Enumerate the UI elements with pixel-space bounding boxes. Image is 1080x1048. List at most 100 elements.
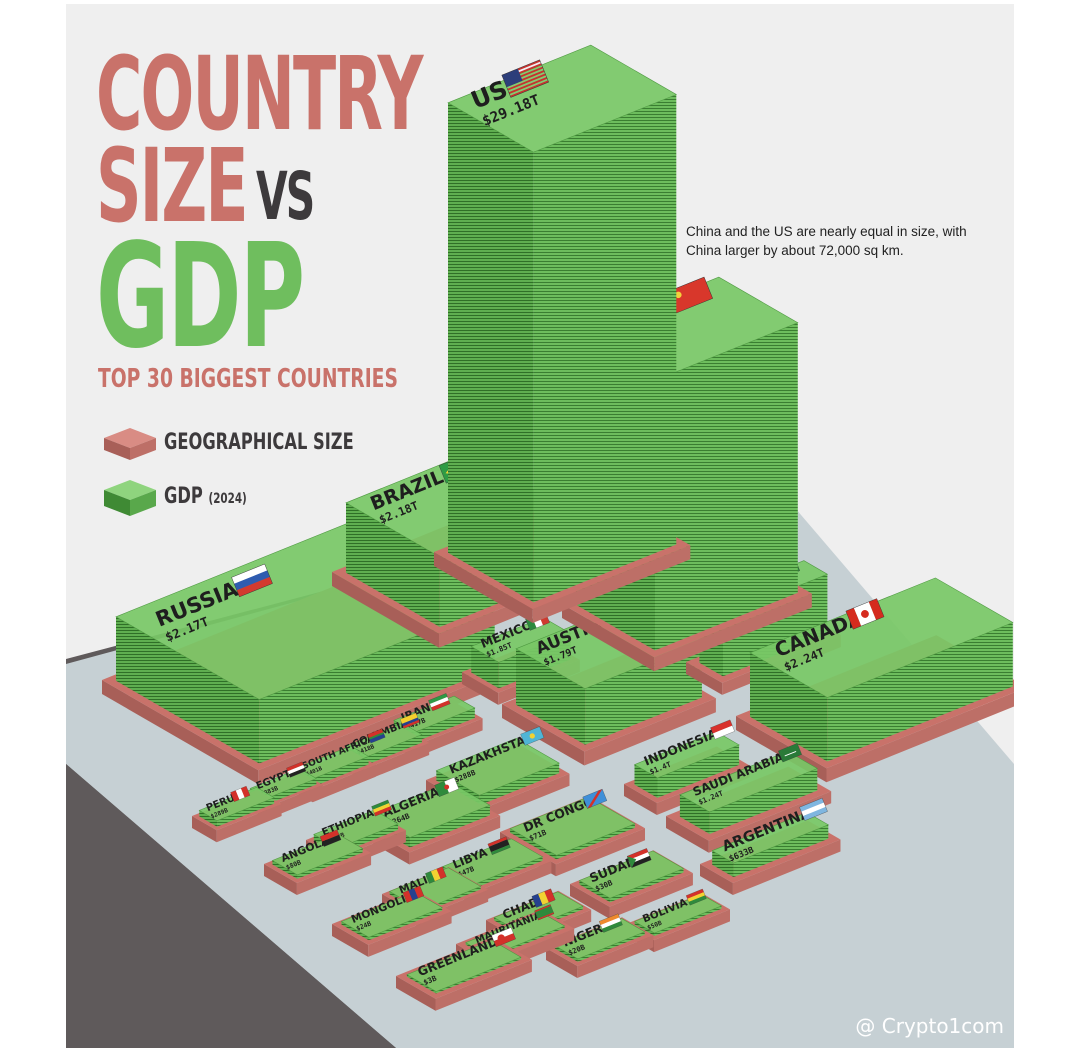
flag-mn-icon <box>402 885 425 903</box>
gdp-prism-side-indonesia <box>634 764 658 798</box>
size-base-side-indonesia <box>624 784 657 815</box>
gdp-prism-front-south-africa <box>313 756 369 787</box>
gdp-prism-side-us <box>448 102 534 603</box>
gdp-prism-front-libya <box>474 856 543 889</box>
size-base-side-russia <box>102 680 259 785</box>
legend-gdp-text: GDP <box>164 484 203 509</box>
gdp-prism-top-indonesia <box>633 731 740 779</box>
subtitle: TOP 30 BIGGEST COUNTRIES <box>98 364 398 394</box>
gdp-prism-front-bolivia <box>654 905 722 936</box>
country-block-us: US$29.18T <box>434 44 691 623</box>
gdp-prism-side-angola <box>272 860 298 879</box>
gdp-prism-front-columbia <box>364 734 422 766</box>
flag-ru-icon <box>231 563 273 598</box>
size-base-side-us <box>434 552 533 623</box>
gdp-prism-front-algeria <box>410 805 490 848</box>
flag-ca-icon <box>845 598 885 630</box>
flag-et-icon <box>371 799 392 817</box>
size-base-side-mexico <box>462 672 499 705</box>
size-base-front-argentina <box>732 839 841 895</box>
flag-ly-icon <box>487 836 511 855</box>
gdp-prism-side-brazil <box>346 502 440 627</box>
size-base-side-greenland <box>396 976 436 1011</box>
flag-sa-icon <box>778 743 802 763</box>
gdp-prism-top-bolivia <box>633 894 723 934</box>
size-base-front-sudan <box>609 873 693 919</box>
size-base-front-columbia <box>364 743 430 782</box>
legend-gdp-note: (2024) <box>208 491 247 507</box>
gdp-prism-top-sudan <box>578 850 685 899</box>
flag-cd-icon <box>582 788 608 809</box>
country-blocks: RUSSIA$2.17TBRAZIL$2.18TMEXICO$1.85TAUST… <box>102 44 1014 1011</box>
size-base-front-saudi-arabia <box>708 791 832 853</box>
size-base-side-mongolia <box>332 924 369 957</box>
size-base-front-canada <box>826 692 1014 783</box>
size-base-side-india <box>686 662 723 695</box>
size-base-side-peru <box>192 816 217 843</box>
flag-ne-icon <box>598 913 623 933</box>
size-base-front-angola <box>296 853 372 895</box>
flag-id-icon <box>710 719 735 740</box>
country-block-argentina: ARGENTINA$633B <box>700 797 841 895</box>
gdp-prism-front-mongolia <box>368 907 443 941</box>
size-base-side-angola <box>264 864 297 895</box>
annotation-china-us: China and the US are nearly equal in siz… <box>686 224 967 258</box>
gdp-prism-side-mongolia <box>341 921 369 941</box>
gdp-prism-front-argentina <box>733 824 829 878</box>
gdp-prism-front-kazakhstan <box>479 763 560 806</box>
legend-label-gdp: GDP (2024) <box>164 484 247 509</box>
country-block-angola: ANGOLA$80B <box>264 829 372 895</box>
gdp-prism-top-us <box>447 44 677 153</box>
flag-gl-icon <box>491 927 516 948</box>
size-base-front-niger <box>577 935 654 978</box>
flag-td-icon <box>531 888 556 908</box>
flag-ar-icon <box>799 797 828 821</box>
size-base-side-argentina <box>700 864 733 895</box>
country-block-saudi-arabia: SAUDI ARABIA$1.24T <box>666 743 832 853</box>
legend-item-gdp: GDP (2024) <box>102 476 362 520</box>
gdp-prism-top-mongolia <box>340 891 443 938</box>
gdp-prism-front-china <box>655 322 798 651</box>
infographic-poster: COUNTRY SIZE VS GDP TOP 30 BIGGEST COUNT… <box>66 4 1014 1048</box>
chart-canvas: RUSSIA$2.17TBRAZIL$2.18TMEXICO$1.85TAUST… <box>66 44 1014 1048</box>
size-base-side-niger <box>546 948 578 978</box>
size-base-front-kazakhstan <box>478 773 570 823</box>
gdp-prism-front-greenland <box>436 957 521 994</box>
size-base-side-china <box>562 604 655 672</box>
country-block-bolivia: BOLIVIA$50B <box>626 888 730 953</box>
gdp-prism-top-dr-congo <box>509 796 636 856</box>
gdp-prism-side-sudan <box>579 880 611 903</box>
legend-label-size: GEOGRAPHICAL SIZE <box>164 430 354 455</box>
flag-pe-icon <box>230 785 251 802</box>
flag-kz-icon <box>520 726 545 746</box>
size-base-front-iran <box>414 718 483 759</box>
flag-ir-icon <box>428 693 451 712</box>
size-base-front-china <box>654 593 812 672</box>
base-plate-shadow <box>66 764 396 1048</box>
size-base-side-sudan <box>570 884 610 919</box>
gdp-prism-front-peru <box>217 797 275 827</box>
size-base-side-saudi-arabia <box>666 816 709 853</box>
flag-ao-icon <box>319 829 342 847</box>
flag-eg-icon <box>286 761 307 778</box>
country-block-algeria: ALGERIA$264B <box>360 777 501 865</box>
size-base-front-dr-congo <box>555 828 645 877</box>
gdp-prism-front-saudi-arabia <box>709 768 818 834</box>
gdp-prism-top-kazakhstan <box>435 737 560 796</box>
size-base-front-australia <box>584 698 716 766</box>
gdp-prism-front-indonesia <box>657 744 740 798</box>
gdp-prism-front-canada <box>827 622 1013 762</box>
gdp-prism-front-iran <box>414 708 475 743</box>
country-block-sudan: SUDAN$30B <box>570 848 693 919</box>
gdp-prism-side-russia <box>116 616 260 764</box>
gdp-prism-top-niger <box>553 918 646 960</box>
size-base-front-greenland <box>435 959 532 1011</box>
gdp-prism-front-australia <box>585 641 702 745</box>
gdp-prism-side-bolivia <box>634 921 655 936</box>
flag-us-icon <box>501 59 549 98</box>
gdp-prism-top-argentina <box>711 812 829 864</box>
gdp-prism-front-dr-congo <box>556 823 635 860</box>
gdp-prism-side-canada <box>750 652 828 762</box>
size-base-front-libya <box>473 861 552 905</box>
title-size: SIZE <box>96 127 249 246</box>
